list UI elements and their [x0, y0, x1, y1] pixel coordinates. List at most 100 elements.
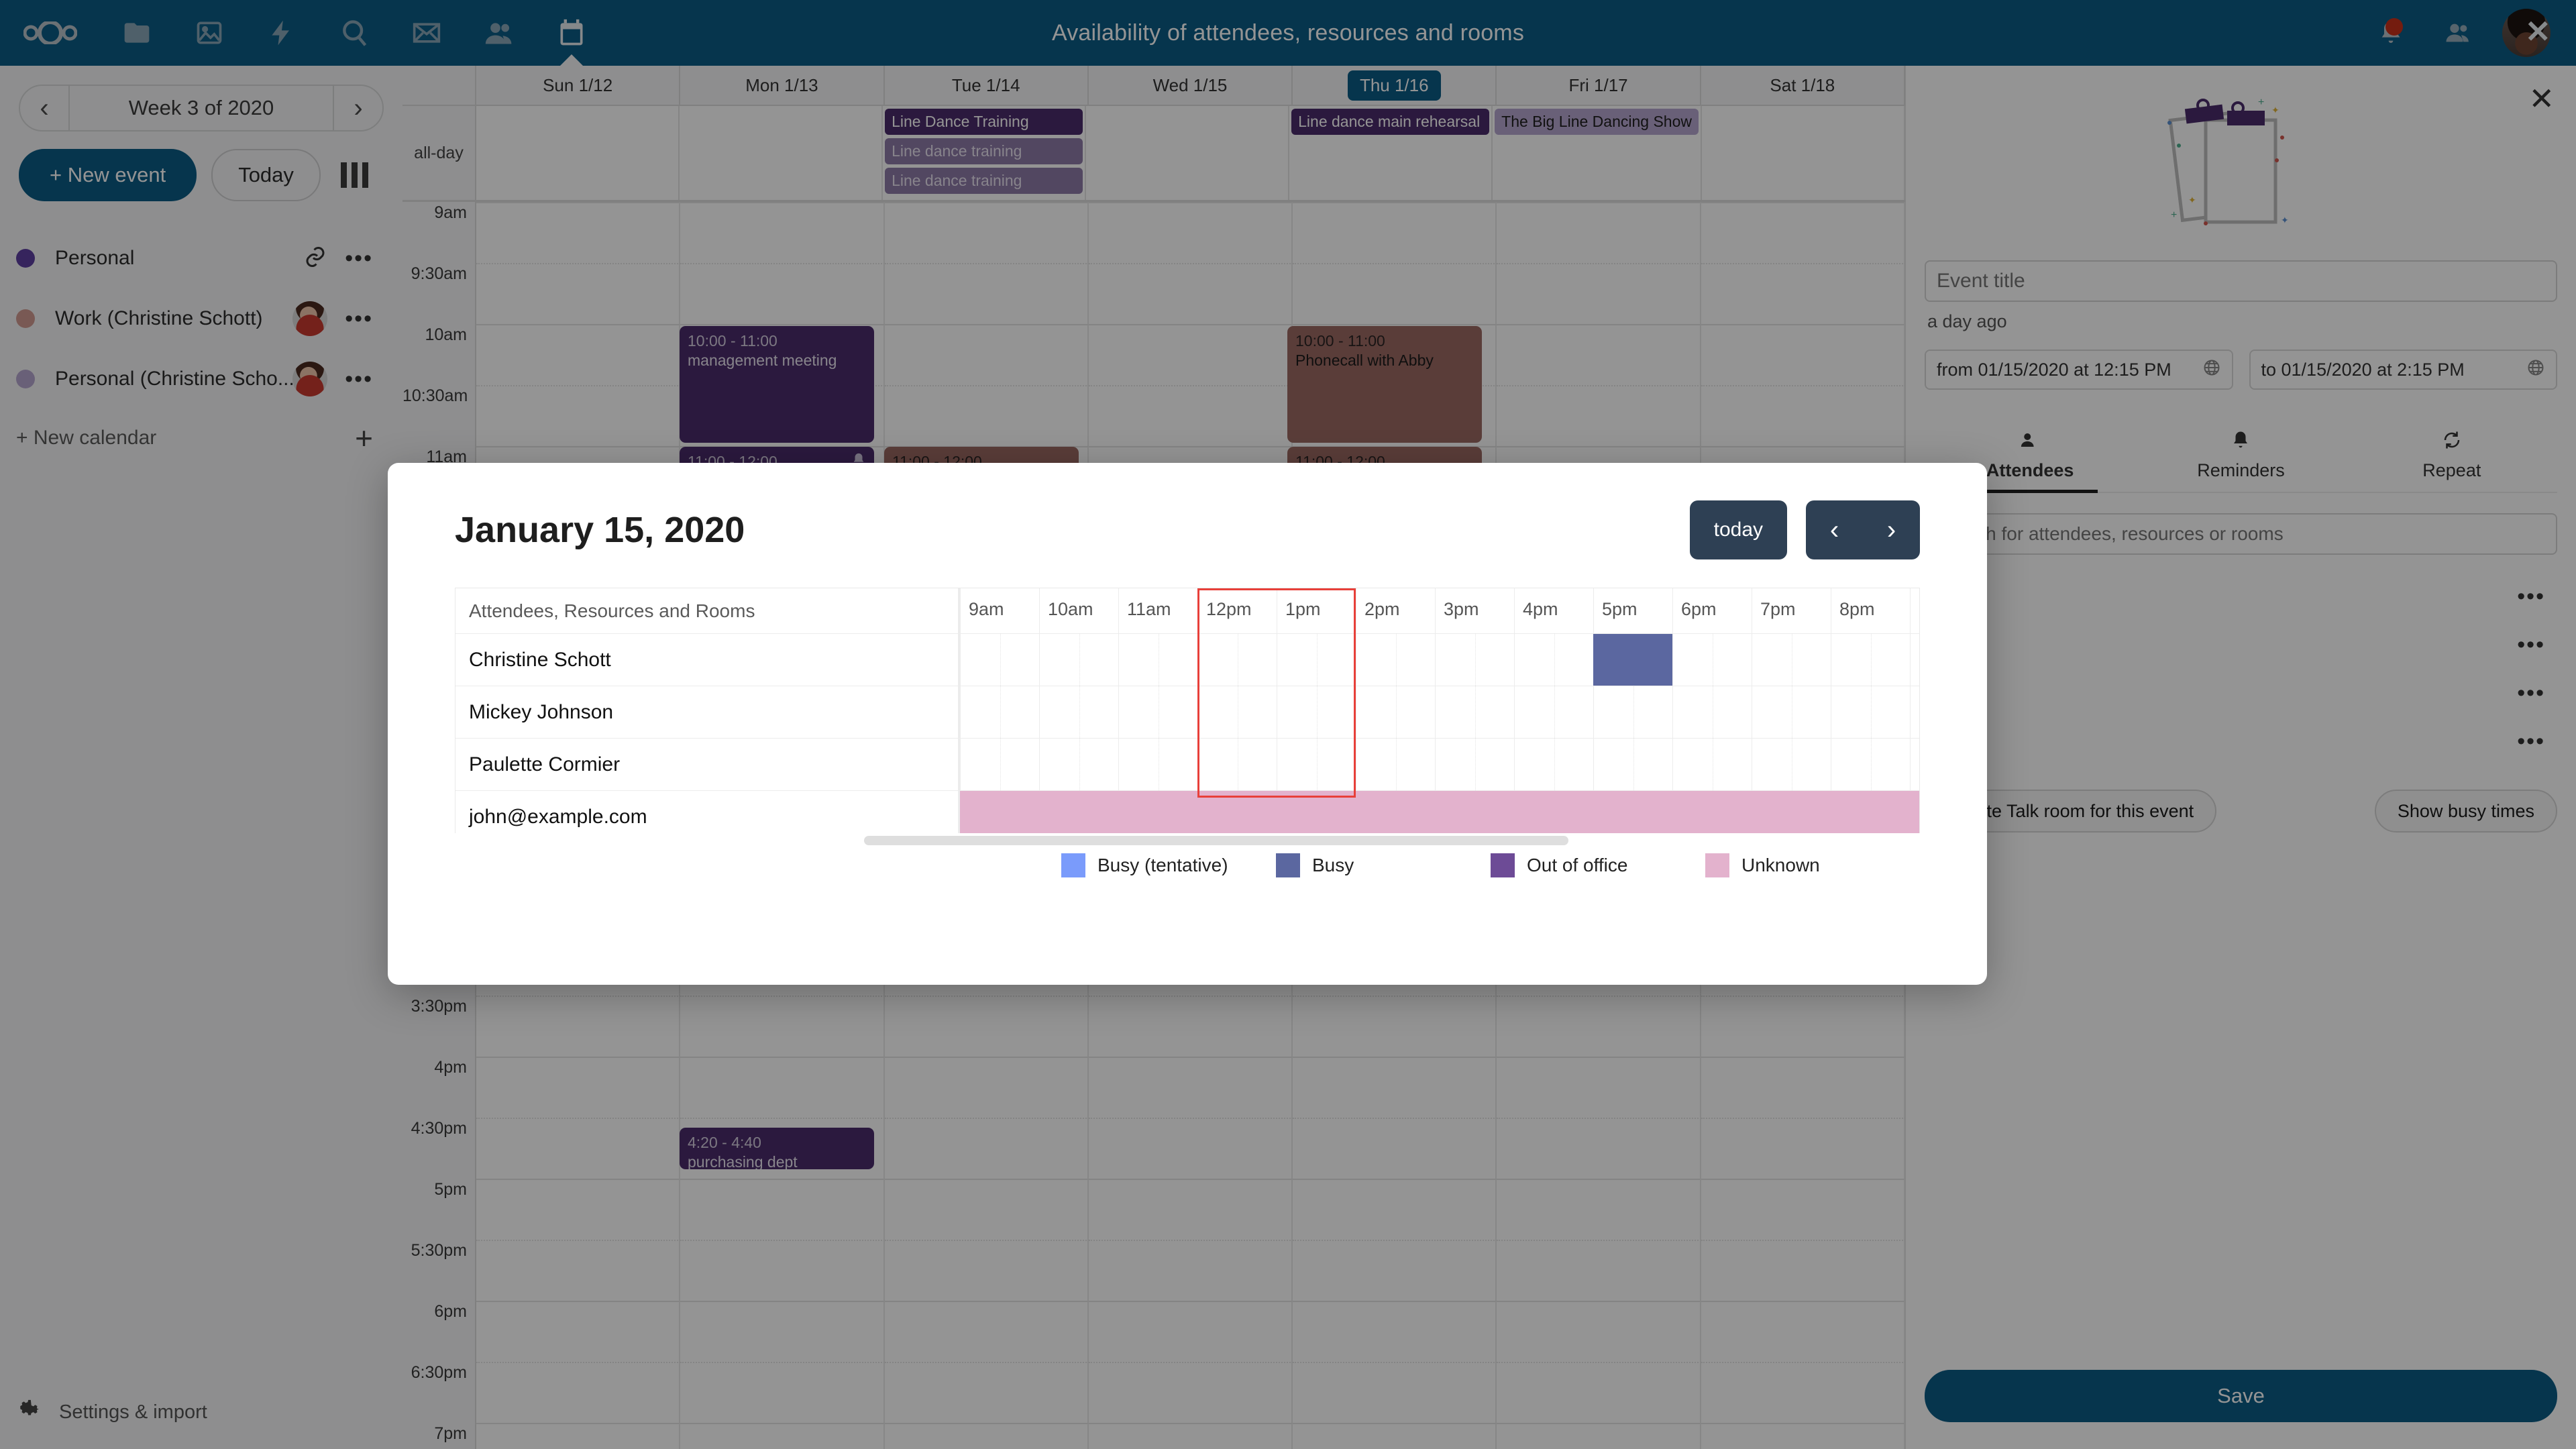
time-cell[interactable] [1293, 324, 1497, 385]
globe-icon[interactable] [2202, 358, 2221, 382]
day-header[interactable]: Fri 1/17 [1497, 66, 1701, 105]
dots-icon[interactable]: ••• [2517, 680, 2545, 706]
time-cell[interactable] [1088, 1301, 1293, 1362]
time-cell[interactable] [1701, 385, 1905, 446]
all-day-cell[interactable] [1702, 106, 1905, 200]
time-cell[interactable] [884, 263, 1089, 324]
end-date-field[interactable]: to 01/15/2020 at 2:15 PM [2249, 350, 2557, 390]
time-cell[interactable] [1701, 1118, 1905, 1179]
calendar-item-personal[interactable]: Personal ••• [0, 228, 402, 288]
time-cell[interactable] [1497, 1179, 1701, 1240]
time-cell[interactable] [680, 1301, 885, 1362]
calendar-event[interactable]: 4:20 - 4:40 purchasing dept [680, 1128, 874, 1169]
time-cell[interactable] [884, 1362, 1089, 1423]
day-header[interactable]: Tue 1/14 [885, 66, 1089, 105]
time-cell[interactable] [680, 1057, 885, 1118]
time-cell[interactable] [1293, 996, 1497, 1057]
all-day-event[interactable]: Line dance training [885, 168, 1083, 194]
time-cell[interactable] [1293, 263, 1497, 324]
time-cell[interactable] [1701, 1179, 1905, 1240]
time-cell[interactable] [1088, 1362, 1293, 1423]
attendee-search-input[interactable] [1925, 513, 2557, 555]
photos-icon[interactable] [173, 0, 246, 66]
scrollbar-thumb[interactable] [864, 836, 1568, 845]
time-cell[interactable] [1497, 996, 1701, 1057]
time-cell[interactable] [680, 202, 885, 263]
all-day-cell[interactable]: The Big Line Dancing Show [1493, 106, 1702, 200]
time-cell[interactable] [1701, 202, 1905, 263]
time-cell[interactable] [1293, 1240, 1497, 1301]
contacts-menu-icon[interactable] [2424, 0, 2491, 66]
chevron-right-icon[interactable]: › [354, 93, 363, 123]
time-cell[interactable] [476, 996, 681, 1057]
all-day-cell[interactable] [680, 106, 883, 200]
availability-row[interactable] [960, 791, 1919, 833]
globe-icon[interactable] [2526, 358, 2545, 382]
modal-today-button[interactable]: today [1689, 500, 1787, 559]
availability-timeline[interactable]: 9am 10am 11am 12pm 1pm 2pm 3pm 4pm 5pm 6… [960, 588, 1919, 833]
day-header[interactable]: Sat 1/18 [1701, 66, 1905, 105]
time-cell[interactable] [1701, 996, 1905, 1057]
columns-icon[interactable] [340, 162, 368, 188]
attendee-row[interactable]: ••• [1925, 717, 2557, 765]
time-cell[interactable] [1293, 1179, 1497, 1240]
time-cell[interactable] [476, 1179, 681, 1240]
time-cell[interactable] [680, 1118, 885, 1179]
time-cell[interactable] [476, 1362, 681, 1423]
tab-attendees[interactable]: Attendees [1925, 423, 2135, 493]
time-cell[interactable] [1293, 1301, 1497, 1362]
attendee-row[interactable]: ••• [1925, 669, 2557, 717]
files-icon[interactable] [101, 0, 173, 66]
time-cell[interactable] [680, 996, 885, 1057]
modal-arrows[interactable]: ‹ › [1806, 500, 1920, 559]
day-header-today[interactable]: Thu 1/16 [1293, 66, 1497, 105]
calendar-event[interactable]: 10:00 - 11:00 Phonecall with Abby [1287, 326, 1482, 443]
save-button[interactable]: Save [1925, 1370, 2557, 1422]
time-cell[interactable] [1497, 1362, 1701, 1423]
nextcloud-logo-icon[interactable] [0, 0, 101, 66]
time-cell[interactable] [1701, 263, 1905, 324]
time-cell[interactable] [884, 385, 1089, 446]
chevron-right-icon[interactable]: › [1886, 515, 1896, 545]
calendar-icon[interactable] [535, 0, 608, 66]
bell-icon[interactable] [2357, 0, 2424, 66]
user-avatar[interactable]: ✕ [2491, 0, 2561, 66]
time-cell[interactable] [1088, 263, 1293, 324]
all-day-event[interactable]: The Big Line Dancing Show [1495, 109, 1699, 135]
time-cell[interactable] [1497, 1057, 1701, 1118]
calendar-item-work[interactable]: Work (Christine Schott) ••• [0, 288, 402, 349]
new-event-button[interactable]: + New event [19, 149, 197, 201]
time-cell[interactable] [476, 202, 681, 263]
dots-icon[interactable]: ••• [2517, 632, 2545, 657]
time-cell[interactable] [1293, 1057, 1497, 1118]
mail-icon[interactable] [390, 0, 463, 66]
time-cell[interactable] [884, 1179, 1089, 1240]
dots-icon[interactable]: ••• [345, 306, 373, 331]
time-cell[interactable] [680, 263, 885, 324]
time-cell[interactable] [884, 1057, 1089, 1118]
time-cell[interactable] [1497, 385, 1701, 446]
all-day-event[interactable]: Line dance main rehearsal [1291, 109, 1490, 135]
time-cell[interactable] [1497, 263, 1701, 324]
calendar-event[interactable]: 10:00 - 11:00 management meeting [680, 326, 874, 443]
all-day-cell[interactable] [1086, 106, 1290, 200]
all-day-cell[interactable]: Line Dance Training Line dance training … [883, 106, 1087, 200]
availability-row[interactable] [960, 634, 1919, 686]
time-cell[interactable] [1701, 1240, 1905, 1301]
time-cell[interactable] [1088, 1118, 1293, 1179]
day-header[interactable]: Mon 1/13 [680, 66, 885, 105]
dots-icon[interactable]: ••• [2517, 584, 2545, 609]
start-date-field[interactable]: from 01/15/2020 at 12:15 PM [1925, 350, 2233, 390]
chevron-left-icon[interactable]: ‹ [1829, 515, 1839, 545]
time-cell[interactable] [1701, 1057, 1905, 1118]
tab-reminders[interactable]: Reminders [2135, 423, 2346, 492]
link-icon[interactable] [303, 245, 327, 272]
time-cell[interactable] [1701, 1362, 1905, 1423]
time-cell[interactable] [680, 324, 885, 385]
time-cell[interactable] [1497, 324, 1701, 385]
attendee-row[interactable]: ••• [1925, 621, 2557, 669]
attendee-row[interactable]: ••• [1925, 572, 2557, 621]
all-day-event[interactable]: Line dance training [885, 138, 1083, 164]
day-header[interactable]: Wed 1/15 [1089, 66, 1293, 105]
time-cell[interactable] [1088, 202, 1293, 263]
